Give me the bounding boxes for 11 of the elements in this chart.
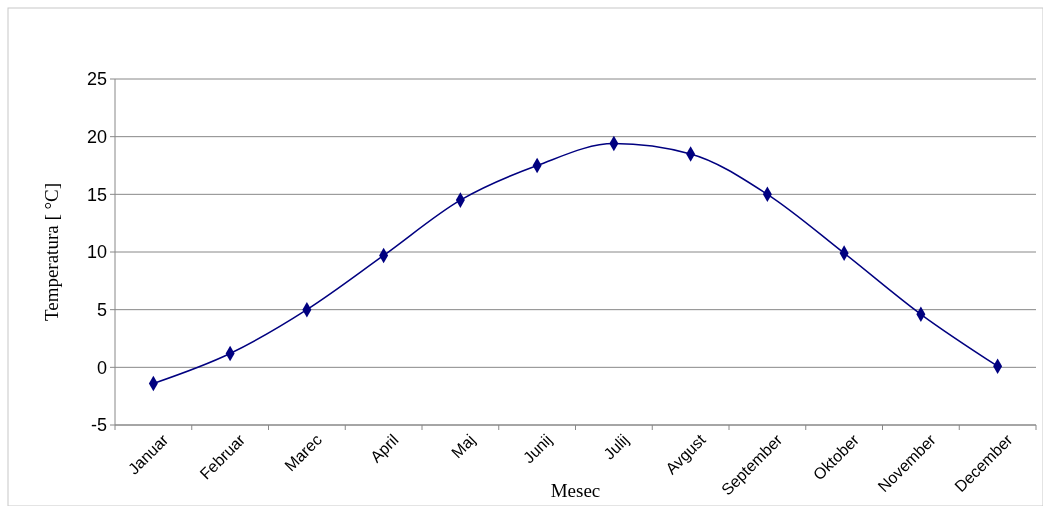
x-tick-label: Julij xyxy=(600,431,632,463)
y-tick-label: 15 xyxy=(86,184,107,205)
y-tick-label: 20 xyxy=(86,126,107,147)
y-tick-label: 5 xyxy=(96,299,107,320)
x-tick-label: Maj xyxy=(448,431,479,462)
y-tick-label: -5 xyxy=(90,415,107,436)
y-tick-label: 25 xyxy=(86,69,107,90)
x-axis-title: Mesec xyxy=(550,480,601,501)
y-axis-title: Temperatura [ °C] xyxy=(41,182,62,322)
y-tick-label: 0 xyxy=(96,357,107,378)
y-tick-label: 10 xyxy=(86,242,107,263)
